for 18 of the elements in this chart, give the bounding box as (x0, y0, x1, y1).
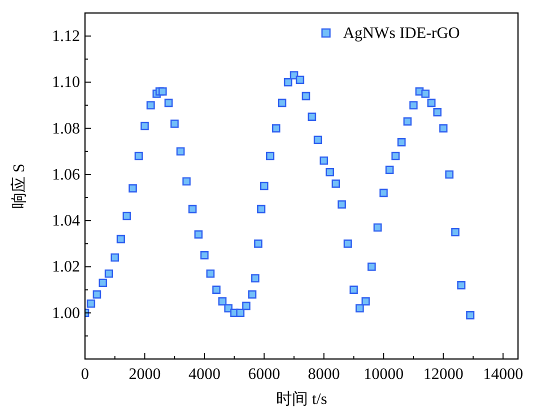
x-tick-label: 12000 (423, 366, 464, 383)
x-axis-title: 时间 t/s (276, 390, 328, 408)
y-tick-label: 1.04 (52, 212, 80, 230)
y-axis-title: 响应 S (10, 164, 28, 208)
y-tick-label: 1.02 (52, 258, 80, 276)
y-tick-label: 1.10 (52, 74, 80, 92)
x-tick-label: 14000 (483, 366, 524, 383)
y-tick-label: 1.08 (52, 120, 80, 138)
y-tick-label: 1.12 (52, 28, 80, 46)
y-tick-label: 1.06 (52, 166, 80, 184)
x-tick-label: 0 (81, 366, 89, 383)
x-tick-label: 8000 (308, 366, 340, 383)
x-tick-label: 2000 (128, 366, 161, 383)
y-tick-label: 1.00 (52, 304, 80, 322)
x-tick-label: 6000 (248, 366, 280, 383)
legend-label: AgNWs IDE-rGO (343, 25, 460, 42)
x-tick-label: 4000 (188, 366, 220, 383)
x-tick-label: 10000 (364, 366, 404, 383)
